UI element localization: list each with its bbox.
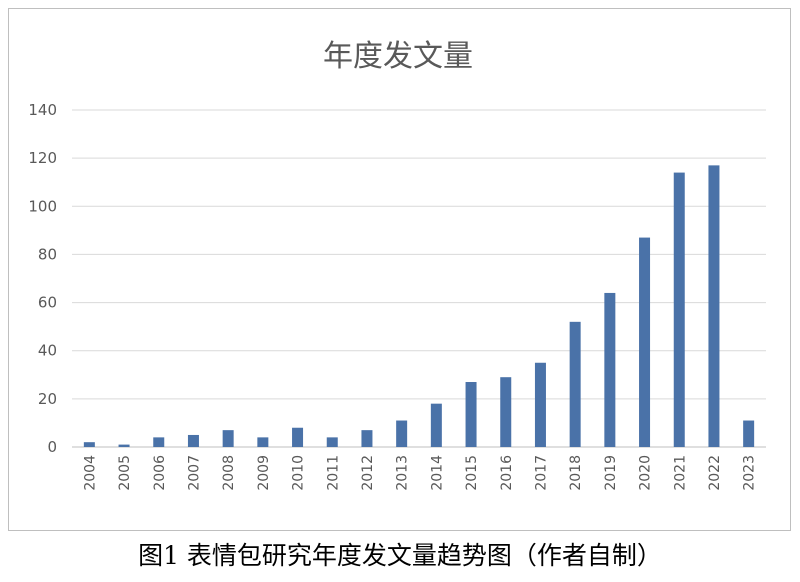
y-tick-label: 100 xyxy=(28,197,57,215)
bar-2009 xyxy=(257,437,269,447)
x-tick-label: 2007 xyxy=(186,455,202,491)
x-tick-label: 2015 xyxy=(464,455,480,491)
x-axis-ticks: 2004 2005 2006 2007 2008 2009 2010 2011 2012 2013… xyxy=(82,455,757,491)
bar-2007 xyxy=(187,434,199,447)
bar-2010 xyxy=(292,427,304,447)
x-tick-label: 2018 xyxy=(568,455,584,491)
gridlines xyxy=(72,109,766,448)
bars xyxy=(83,165,755,448)
x-tick-label: 2011 xyxy=(325,455,341,491)
x-tick-label: 2022 xyxy=(707,455,723,491)
y-axis-ticks: 0 20 40 60 80 100 120 140 xyxy=(28,101,57,456)
x-tick-label: 2020 xyxy=(638,455,654,491)
bar-2015 xyxy=(465,382,477,447)
x-tick-label: 2021 xyxy=(672,455,688,491)
y-tick-label: 60 xyxy=(38,294,57,312)
x-tick-label: 2013 xyxy=(395,455,411,491)
x-tick-label: 2016 xyxy=(499,455,515,491)
bar-2014 xyxy=(430,403,442,447)
bar-2011 xyxy=(326,437,338,447)
bar-2017 xyxy=(534,362,546,447)
y-tick-label: 0 xyxy=(47,438,57,456)
figure-caption: 图1 表情包研究年度发文量趋势图（作者自制） xyxy=(138,541,662,570)
chart-title: 年度发文量 xyxy=(323,39,473,74)
bar-2019 xyxy=(604,292,616,447)
x-tick-label: 2005 xyxy=(117,455,133,491)
bar-2005 xyxy=(118,444,130,447)
x-tick-label: 2014 xyxy=(429,455,445,491)
x-tick-label: 2009 xyxy=(256,455,272,491)
x-tick-label: 2012 xyxy=(360,455,376,491)
x-tick-label: 2023 xyxy=(742,455,758,491)
y-tick-label: 80 xyxy=(38,245,57,263)
y-tick-label: 40 xyxy=(38,342,57,360)
bar-2022 xyxy=(708,165,720,447)
bar-2018 xyxy=(569,321,581,447)
bar-2013 xyxy=(396,420,408,447)
x-tick-label: 2017 xyxy=(533,455,549,491)
bar-2020 xyxy=(639,237,651,447)
bar-2004 xyxy=(83,442,95,447)
bar-2023 xyxy=(743,420,755,447)
x-tick-label: 2004 xyxy=(82,455,98,491)
bar-2008 xyxy=(222,430,234,447)
bar-2016 xyxy=(500,377,512,447)
y-tick-label: 140 xyxy=(28,101,57,119)
x-tick-label: 2006 xyxy=(152,455,168,491)
bar-2021 xyxy=(673,172,685,448)
x-tick-label: 2008 xyxy=(221,455,237,491)
y-tick-label: 20 xyxy=(38,390,57,408)
bar-2012 xyxy=(361,430,373,447)
bar-2006 xyxy=(153,437,165,447)
x-tick-label: 2019 xyxy=(603,455,619,491)
x-tick-label: 2010 xyxy=(291,455,307,491)
y-tick-label: 120 xyxy=(28,149,57,167)
